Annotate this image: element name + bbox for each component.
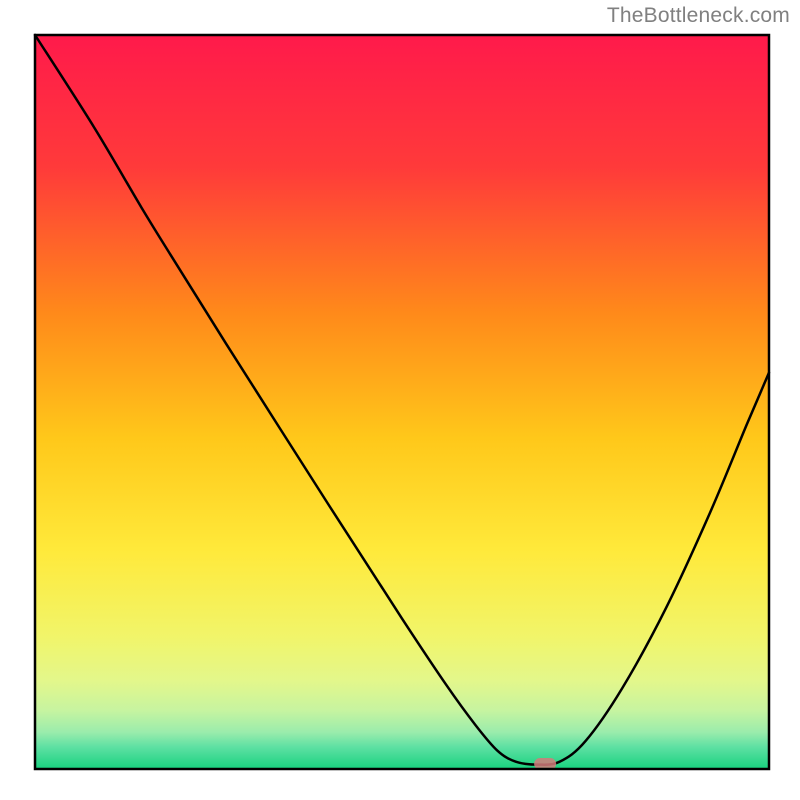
chart-svg <box>0 0 800 800</box>
bottleneck-chart: TheBottleneck.com <box>0 0 800 800</box>
watermark-text: TheBottleneck.com <box>607 4 790 28</box>
